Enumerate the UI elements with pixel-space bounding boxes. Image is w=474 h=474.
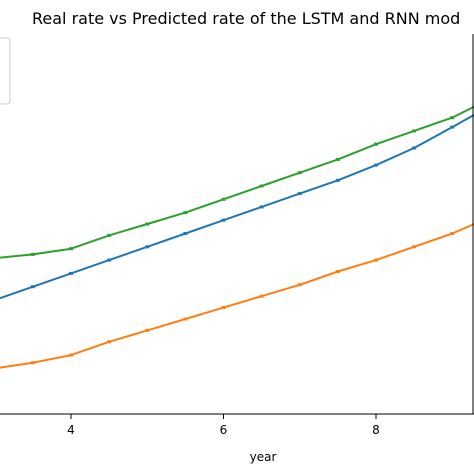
x-tick-label-8: 8 [372,423,380,437]
legend-box [0,37,11,105]
series-line-2 [0,113,474,300]
x-tick-label-4: 4 [67,423,75,437]
x-tick-label-6: 6 [220,423,228,437]
plot-area [0,105,474,369]
axes: 4 6 8 [0,34,474,437]
chart-title: Real rate vs Predicted rate of the LSTM … [32,9,460,28]
series-line-1 [0,105,474,259]
x-axis-label: year [250,450,277,464]
series-line-3 [0,222,474,369]
